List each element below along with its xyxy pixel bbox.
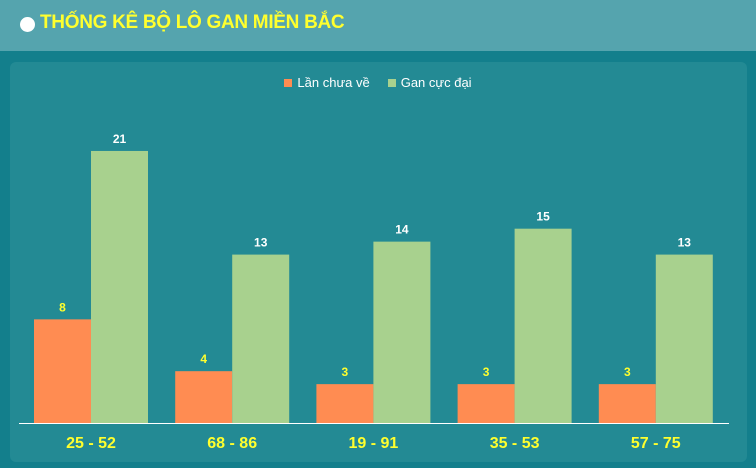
bar-series-2-1[interactable] bbox=[91, 150, 148, 424]
data-label-series-2-2: 13 bbox=[254, 236, 268, 250]
chart-legend: Lần chưa về Gan cực đại bbox=[0, 75, 756, 90]
bar-series-1-4[interactable] bbox=[457, 384, 515, 423]
category-label-2: 68 - 86 bbox=[207, 435, 257, 452]
bar-series-2-3[interactable] bbox=[373, 241, 431, 423]
data-label-series-2-1: 21 bbox=[113, 132, 127, 146]
bar-series-1-2[interactable] bbox=[175, 371, 233, 423]
bar-series-2-5[interactable] bbox=[655, 254, 713, 423]
data-label-series-1-4: 3 bbox=[483, 365, 490, 379]
bar-series-2-2[interactable] bbox=[232, 254, 290, 423]
bar-series-1-1[interactable] bbox=[34, 319, 91, 423]
page-title: THỐNG KÊ BỘ LÔ GAN MIỀN BẮC bbox=[40, 12, 345, 33]
bar-series-1-5[interactable] bbox=[598, 384, 656, 423]
category-label-1: 25 - 52 bbox=[66, 435, 116, 452]
data-label-series-2-5: 13 bbox=[678, 236, 692, 250]
legend-item-series-1[interactable]: Lần chưa về bbox=[284, 75, 370, 90]
category-label-5: 57 - 75 bbox=[631, 435, 681, 452]
data-label-series-2-3: 14 bbox=[395, 223, 409, 237]
category-label-4: 35 - 53 bbox=[490, 435, 540, 452]
data-label-series-1-2: 4 bbox=[200, 352, 207, 366]
bar-series-2-4[interactable] bbox=[514, 228, 572, 423]
legend-label-series-2: Gan cực đại bbox=[400, 75, 472, 90]
bullet-dot-icon bbox=[20, 17, 35, 32]
data-label-series-1-3: 3 bbox=[342, 365, 349, 379]
header-bar: THỐNG KÊ BỘ LÔ GAN MIỀN BẮC bbox=[0, 0, 756, 51]
legend-swatch-series-2 bbox=[387, 78, 396, 87]
data-label-series-1-5: 3 bbox=[624, 365, 631, 379]
legend-label-series-1: Lần chưa về bbox=[297, 75, 370, 90]
legend-swatch-series-1 bbox=[284, 78, 293, 87]
bar-series-1-3[interactable] bbox=[316, 384, 374, 423]
legend-item-series-2[interactable]: Gan cực đại bbox=[387, 75, 472, 90]
data-label-series-1-1: 8 bbox=[59, 300, 66, 314]
data-label-series-2-4: 15 bbox=[536, 210, 550, 224]
category-label-3: 19 - 91 bbox=[348, 435, 398, 452]
